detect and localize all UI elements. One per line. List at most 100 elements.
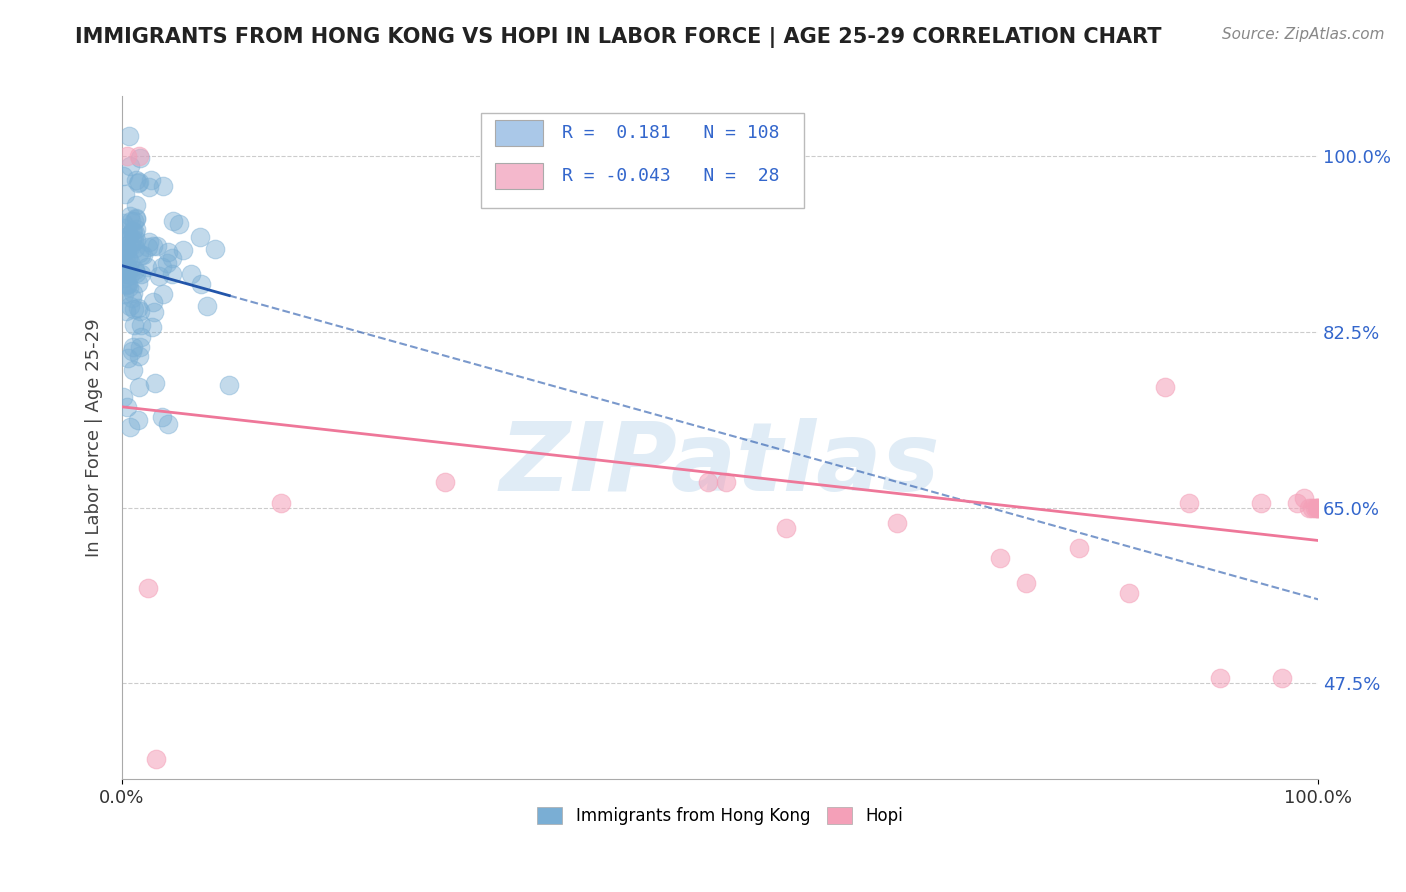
- FancyBboxPatch shape: [495, 120, 543, 146]
- Point: [157, 417, 180, 431]
- Point: [122, 363, 145, 377]
- Point: [129, 247, 152, 261]
- Text: IMMIGRANTS FROM HONG KONG VS HOPI IN LABOR FORCE | AGE 25-29 CORRELATION CHART: IMMIGRANTS FROM HONG KONG VS HOPI IN LAB…: [76, 27, 1161, 48]
- Point: [1271, 672, 1294, 686]
- Point: [1292, 491, 1315, 505]
- FancyBboxPatch shape: [495, 162, 543, 188]
- Point: [128, 149, 150, 163]
- Point: [138, 235, 160, 250]
- Point: [124, 266, 146, 280]
- Point: [128, 380, 150, 394]
- Point: [118, 420, 141, 434]
- Point: [112, 256, 135, 270]
- Point: [188, 229, 211, 244]
- Point: [112, 169, 135, 183]
- Point: [129, 304, 152, 318]
- Point: [138, 581, 160, 595]
- Point: [138, 240, 160, 254]
- Point: [118, 128, 141, 143]
- Point: [180, 267, 202, 281]
- Point: [128, 176, 150, 190]
- Point: [1154, 380, 1177, 394]
- Point: [152, 179, 174, 194]
- Point: [117, 263, 139, 277]
- Point: [157, 244, 180, 259]
- Point: [112, 245, 135, 260]
- Point: [118, 236, 141, 251]
- Point: [160, 268, 183, 282]
- Point: [122, 214, 145, 228]
- Point: [127, 301, 149, 315]
- Point: [120, 263, 142, 277]
- Legend: Immigrants from Hong Kong, Hopi: Immigrants from Hong Kong, Hopi: [530, 801, 910, 832]
- Point: [117, 263, 139, 277]
- Point: [125, 211, 148, 226]
- Point: [129, 318, 152, 333]
- Point: [1178, 495, 1201, 509]
- Point: [114, 271, 136, 285]
- Point: [150, 260, 173, 275]
- Point: [1067, 541, 1090, 555]
- Point: [117, 277, 139, 292]
- Text: Source: ZipAtlas.com: Source: ZipAtlas.com: [1222, 27, 1385, 42]
- Point: [121, 291, 143, 305]
- Point: [146, 239, 169, 253]
- Point: [124, 233, 146, 247]
- Point: [122, 224, 145, 238]
- Point: [127, 276, 149, 290]
- Point: [132, 248, 155, 262]
- Point: [115, 244, 138, 258]
- Point: [115, 259, 138, 273]
- Point: [141, 320, 163, 334]
- Point: [114, 186, 136, 201]
- Text: R =  0.181   N = 108: R = 0.181 N = 108: [562, 124, 780, 142]
- Point: [129, 340, 152, 354]
- Point: [117, 251, 139, 265]
- Point: [125, 198, 148, 212]
- Point: [1306, 500, 1329, 515]
- Point: [1306, 500, 1329, 515]
- Point: [125, 173, 148, 187]
- Point: [118, 159, 141, 173]
- Point: [988, 550, 1011, 565]
- Point: [190, 277, 212, 291]
- Point: [139, 173, 162, 187]
- Point: [125, 221, 148, 235]
- Point: [1303, 500, 1326, 515]
- Point: [118, 227, 141, 242]
- Point: [156, 256, 179, 270]
- Point: [114, 277, 136, 292]
- Point: [204, 243, 226, 257]
- Point: [172, 243, 194, 257]
- Point: [125, 211, 148, 226]
- Point: [1118, 586, 1140, 600]
- Point: [714, 475, 737, 490]
- Point: [145, 752, 167, 766]
- Point: [886, 516, 908, 530]
- Point: [195, 299, 218, 313]
- Point: [112, 221, 135, 235]
- Text: ZIPatlas: ZIPatlas: [499, 418, 941, 511]
- Point: [527, 149, 550, 163]
- Point: [138, 180, 160, 194]
- Point: [128, 349, 150, 363]
- Point: [118, 268, 141, 283]
- Point: [124, 241, 146, 255]
- Point: [1015, 576, 1038, 591]
- Point: [115, 149, 138, 163]
- Point: [121, 233, 143, 247]
- Point: [121, 343, 143, 358]
- Point: [129, 330, 152, 344]
- Point: [142, 239, 165, 253]
- Point: [167, 217, 190, 231]
- Point: [127, 176, 149, 190]
- Text: R = -0.043   N =  28: R = -0.043 N = 28: [562, 167, 780, 185]
- Point: [115, 267, 138, 281]
- Point: [112, 233, 135, 247]
- Point: [112, 390, 135, 404]
- Point: [114, 304, 136, 318]
- Point: [129, 151, 152, 165]
- Point: [136, 260, 159, 274]
- Point: [218, 377, 240, 392]
- FancyBboxPatch shape: [481, 112, 804, 209]
